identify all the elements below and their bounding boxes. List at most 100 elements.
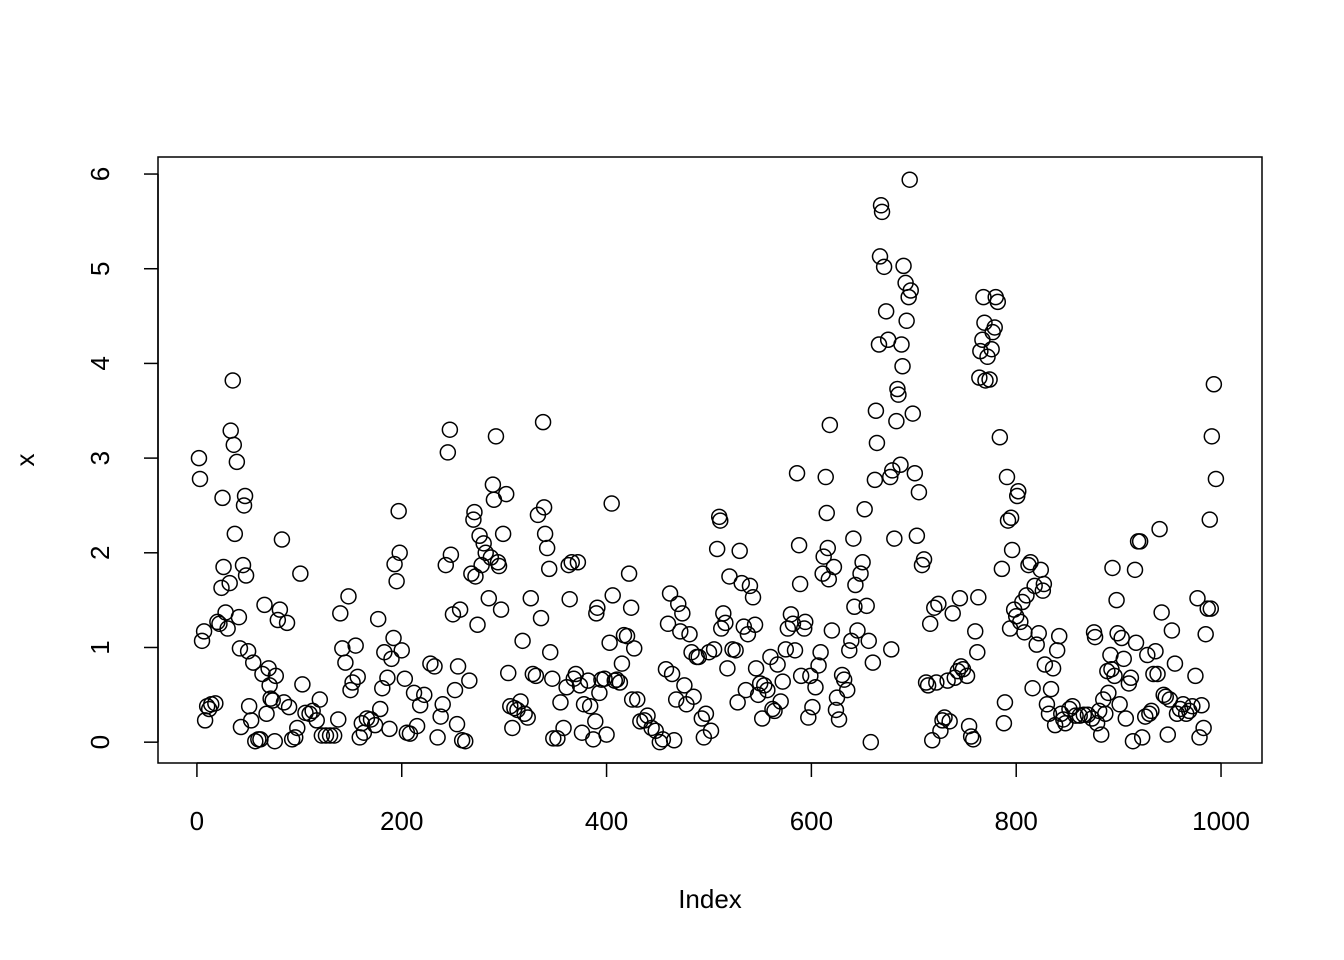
point	[936, 709, 953, 726]
point	[232, 718, 250, 736]
point	[856, 500, 873, 518]
point	[369, 610, 387, 628]
point	[749, 686, 767, 704]
point	[744, 589, 762, 606]
point	[893, 336, 910, 353]
point	[292, 565, 309, 582]
point	[235, 497, 253, 514]
point	[1002, 509, 1020, 527]
point	[659, 615, 677, 633]
point	[475, 535, 492, 552]
point	[388, 572, 405, 590]
point	[258, 705, 275, 723]
point	[846, 598, 863, 616]
point	[191, 470, 209, 488]
point	[727, 642, 744, 659]
y-axis-label: x	[10, 454, 40, 467]
point	[807, 679, 824, 696]
point	[494, 525, 512, 543]
point	[981, 371, 998, 388]
point	[864, 654, 882, 671]
x-tick-label: 400	[585, 806, 628, 836]
point	[516, 705, 533, 723]
point	[334, 640, 351, 657]
point	[321, 727, 339, 744]
point	[1171, 700, 1189, 718]
point	[313, 727, 331, 744]
point	[1104, 559, 1121, 577]
point	[715, 605, 732, 622]
point	[719, 660, 736, 677]
point	[643, 719, 660, 737]
point	[847, 576, 864, 594]
point	[442, 546, 460, 563]
point	[898, 312, 915, 330]
point	[889, 380, 906, 398]
point	[670, 595, 687, 613]
point	[906, 465, 924, 482]
point	[1020, 556, 1037, 574]
point	[733, 574, 750, 592]
point	[705, 641, 723, 658]
point	[269, 611, 287, 629]
point	[1016, 624, 1033, 641]
point	[866, 471, 884, 489]
point	[1024, 679, 1041, 697]
point	[267, 667, 285, 685]
point	[538, 539, 556, 557]
x-tick-label: 0	[190, 806, 204, 836]
point	[271, 601, 289, 618]
point	[1088, 714, 1106, 732]
point	[881, 468, 899, 486]
point	[867, 402, 885, 420]
point	[512, 693, 529, 710]
point	[266, 732, 283, 750]
point	[579, 672, 597, 689]
point	[991, 429, 1009, 446]
point	[1149, 665, 1166, 683]
point	[1109, 625, 1126, 642]
point	[827, 701, 845, 719]
point	[862, 733, 880, 751]
point	[466, 503, 483, 521]
point	[527, 667, 545, 685]
point	[786, 642, 804, 659]
point	[998, 468, 1016, 486]
point	[852, 565, 869, 582]
point	[737, 681, 755, 699]
point	[774, 673, 791, 690]
point	[711, 512, 729, 529]
point	[741, 577, 759, 595]
point	[411, 696, 429, 714]
point	[1028, 636, 1045, 653]
point	[1124, 732, 1142, 750]
point	[1032, 561, 1050, 579]
point	[672, 623, 689, 640]
point	[1153, 604, 1170, 621]
point	[1010, 482, 1027, 500]
point	[1018, 587, 1035, 604]
point	[1092, 726, 1110, 743]
point	[467, 568, 484, 585]
point	[422, 655, 439, 672]
point	[819, 539, 837, 557]
point	[792, 667, 810, 685]
point	[581, 697, 599, 715]
point	[791, 575, 809, 593]
point	[347, 637, 364, 654]
point	[240, 697, 258, 715]
point	[788, 465, 806, 482]
point	[587, 713, 604, 730]
point	[456, 732, 474, 750]
point	[340, 588, 357, 605]
point	[385, 629, 402, 647]
point	[1126, 561, 1144, 579]
y-tick-label: 5	[85, 261, 115, 275]
point	[1026, 577, 1043, 595]
point	[351, 729, 369, 746]
point	[690, 648, 707, 666]
point	[759, 681, 776, 699]
point	[1203, 428, 1221, 445]
point	[242, 712, 260, 729]
